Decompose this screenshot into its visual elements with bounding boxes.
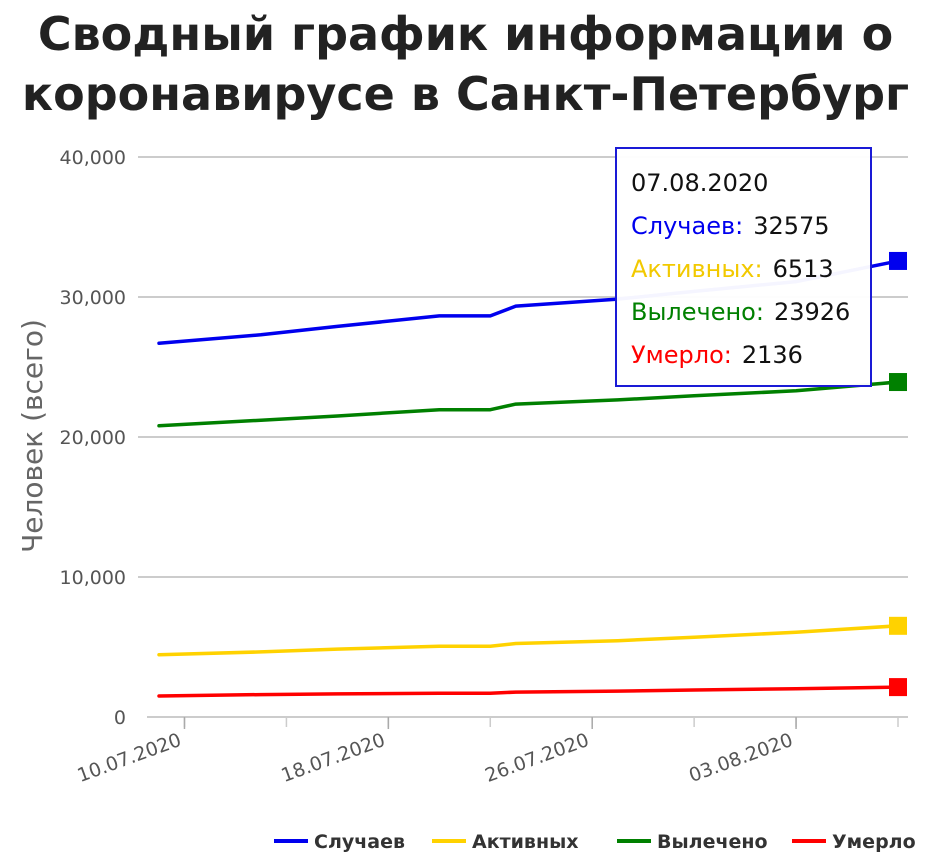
series-line <box>157 624 900 657</box>
tooltip-date: 07.08.2020 <box>631 169 769 197</box>
legend-label: Умерло <box>832 831 916 853</box>
series-2 <box>157 616 907 657</box>
y-axis-label: Человек (всего) <box>16 319 49 553</box>
x-axis: 10.07.2020 18.07.2020 26.07.2020 03.08.2020 <box>74 716 908 787</box>
tooltip-label: Вылечено: <box>631 298 764 326</box>
tooltip-value: 6513 <box>772 255 834 283</box>
tooltip-value: 23926 <box>773 298 851 326</box>
y-tick-label: 0 <box>114 707 126 729</box>
tooltip-value: 32575 <box>753 212 830 240</box>
x-tick-label: 18.07.2020 <box>278 729 388 787</box>
legend-label: Вылечено <box>657 831 768 853</box>
y-tick-label: 20,000 <box>60 427 126 449</box>
tooltip-label: Умерло: <box>631 341 732 369</box>
series-end-marker[interactable] <box>889 251 907 270</box>
series-line <box>157 685 900 698</box>
legend-item[interactable]: Вылечено <box>617 831 768 853</box>
tooltip-label: Случаев: <box>631 212 744 240</box>
tooltip-row-active: Активных: 6513 <box>631 255 870 298</box>
legend[interactable]: Случаев Активных Вылечено Умерло <box>274 831 916 853</box>
legend-item[interactable]: Умерло <box>792 831 916 853</box>
legend-item[interactable]: Активных <box>432 831 579 853</box>
x-tick-label: 26.07.2020 <box>482 729 592 787</box>
chart-title: Сводный график информации о коронавирусе… <box>0 4 931 124</box>
series-end-marker[interactable] <box>889 678 907 697</box>
chart-title-bold: Сводный график <box>37 7 489 61</box>
tooltip-label: Активных: <box>631 255 763 283</box>
series-end-marker[interactable] <box>889 373 907 392</box>
tooltip-value: 2136 <box>741 341 803 369</box>
y-axis-ticks: 0 10,000 20,000 30,000 40,000 <box>60 147 126 729</box>
y-tick-label: 40,000 <box>60 147 126 169</box>
series-3 <box>157 373 907 428</box>
tooltip-row-cases: Случаев: 32575 <box>631 212 870 255</box>
x-tick-label: 03.08.2020 <box>686 729 796 787</box>
y-tick-label: 30,000 <box>60 287 126 309</box>
x-tick-label: 10.07.2020 <box>74 729 184 787</box>
tooltip-row-recovered: Вылечено: 23926 <box>631 298 870 341</box>
series-end-marker[interactable] <box>889 616 907 635</box>
chart-title-rest: информации о коронавирусе в Санкт-Петерб… <box>21 7 910 121</box>
legend-item[interactable]: Случаев <box>274 831 405 853</box>
series-line <box>157 380 900 428</box>
y-tick-label: 10,000 <box>60 567 126 589</box>
series-4 <box>157 678 907 698</box>
data-tooltip: 07.08.2020 Случаев: 32575 Активных: 6513 В… <box>615 147 872 387</box>
legend-label: Активных <box>472 831 579 853</box>
tooltip-row-deaths: Умерло: 2136 <box>631 341 870 384</box>
legend-label: Случаев <box>314 831 405 853</box>
